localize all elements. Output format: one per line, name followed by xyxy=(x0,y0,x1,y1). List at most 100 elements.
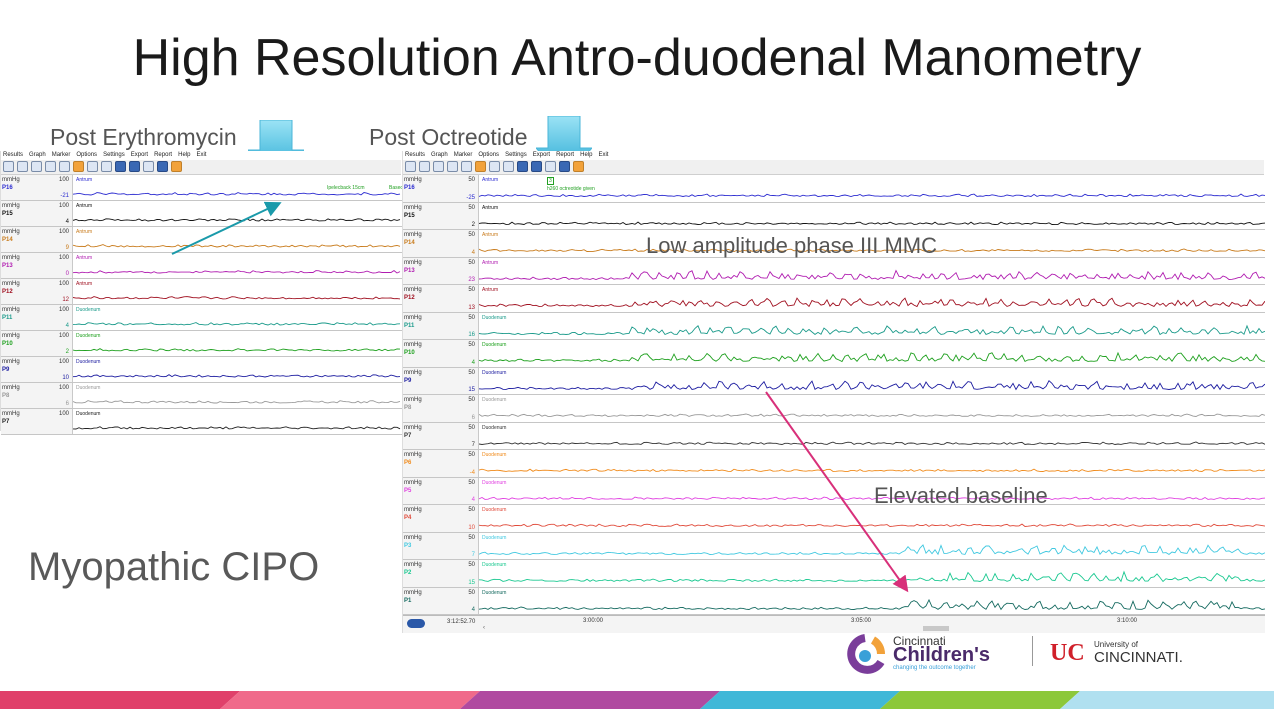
channel-name: P14 xyxy=(2,237,13,243)
chart-icon[interactable] xyxy=(531,161,542,172)
channel-row: mmHg 50 P5 4 Duodenum xyxy=(403,477,1265,505)
menu-settings[interactable]: Settings xyxy=(505,152,527,158)
pressure-trace xyxy=(479,413,1265,417)
report-icon[interactable] xyxy=(503,161,514,172)
channel-max: 50 xyxy=(468,342,475,348)
channel-name: P16 xyxy=(404,185,415,191)
menu-export[interactable]: Export xyxy=(130,152,149,158)
pressure-trace xyxy=(73,296,401,300)
menu-graph[interactable]: Graph xyxy=(29,152,46,158)
zoom-in-icon[interactable] xyxy=(3,161,14,172)
scrollbar-thumb[interactable] xyxy=(923,626,949,631)
pressure-trace xyxy=(479,496,1265,500)
document-icon[interactable] xyxy=(545,161,556,172)
marker-icon[interactable] xyxy=(475,161,486,172)
zoom-in-icon[interactable] xyxy=(405,161,416,172)
unit-label: mmHg xyxy=(404,534,422,541)
analysis-icon[interactable] xyxy=(115,161,126,172)
elevated-baseline-caption: Elevated baseline xyxy=(874,483,1048,508)
channel-label: mmHg 50 P7 7 xyxy=(403,422,479,449)
help-icon[interactable] xyxy=(559,161,570,172)
pressure-trace xyxy=(73,374,401,378)
channel-name: P5 xyxy=(404,487,412,494)
report-icon[interactable] xyxy=(101,161,112,172)
channel-label: mmHg 100 P14 9 xyxy=(1,227,73,252)
edit-icon[interactable] xyxy=(31,161,42,172)
help-icon[interactable] xyxy=(157,161,168,172)
logo-uc-cincinnati: CINCINNATI. xyxy=(1094,649,1183,666)
pressure-trace xyxy=(73,270,401,274)
channel-row: mmHg 50 P10 4 Duodenum xyxy=(403,340,1265,368)
channel-row: mmHg 100 P12 12 Antrum xyxy=(1,279,402,305)
zoom-out-icon[interactable] xyxy=(419,161,430,172)
menu-options[interactable]: Options xyxy=(478,152,500,158)
analysis-icon[interactable] xyxy=(517,161,528,172)
channel-name: P11 xyxy=(404,322,415,329)
channel-name: P9 xyxy=(404,377,412,384)
channel-min: 4 xyxy=(471,249,475,256)
cursor-icon[interactable] xyxy=(447,161,458,172)
slide-title: High Resolution Antro-duodenal Manometry xyxy=(132,29,1142,87)
menu-settings[interactable]: Settings xyxy=(103,152,125,158)
channel-max: 100 xyxy=(58,411,69,417)
channel-max: 50 xyxy=(468,287,475,293)
edit-icon[interactable] xyxy=(433,161,444,172)
table-icon[interactable] xyxy=(489,161,500,172)
channel-row: mmHg 50 P15 2 Antrum xyxy=(403,202,1265,230)
channel-max: 100 xyxy=(58,177,69,183)
unit-label: mmHg xyxy=(404,424,422,431)
channel-label: mmHg 100 P12 12 xyxy=(1,279,73,304)
menu-marker[interactable]: Marker xyxy=(51,152,71,158)
channel-label: mmHg 50 P6 -4 xyxy=(403,450,479,477)
channel-min: 2 xyxy=(65,349,69,355)
channel-name: P11 xyxy=(2,315,13,321)
channel-max: 50 xyxy=(468,369,475,376)
exit-icon[interactable] xyxy=(171,161,182,172)
chart-icon[interactable] xyxy=(129,161,140,172)
menu-graph[interactable]: Graph xyxy=(431,152,448,158)
menu-report[interactable]: Report xyxy=(154,152,173,158)
unit-label: mmHg xyxy=(404,314,422,321)
channel-label: mmHg 50 P16 -25 xyxy=(403,175,479,202)
grid-icon[interactable] xyxy=(461,161,472,172)
menu-results[interactable]: Results xyxy=(405,152,426,158)
channel-row: mmHg 50 P3 7 Duodenum xyxy=(403,532,1265,560)
region-label: Duodenum xyxy=(482,534,507,541)
cursor-icon[interactable] xyxy=(45,161,56,172)
scroll-left-icon[interactable]: ‹ xyxy=(483,625,485,631)
unit-label: mmHg xyxy=(404,232,422,238)
menu-report[interactable]: Report xyxy=(556,152,575,158)
channel-label: mmHg 50 P5 4 xyxy=(403,477,479,504)
exit-icon[interactable] xyxy=(573,161,584,172)
menu-help[interactable]: Help xyxy=(178,152,191,158)
document-icon[interactable] xyxy=(143,161,154,172)
menu-exit[interactable]: Exit xyxy=(598,152,609,158)
region-label: Antrum xyxy=(482,177,499,183)
channel-max: 50 xyxy=(468,452,475,458)
menu-results[interactable]: Results xyxy=(3,152,24,158)
channel-name: P1 xyxy=(404,597,412,604)
left-annotation-1: Ipelecback 15cm xyxy=(327,185,365,191)
zoom-out-icon[interactable] xyxy=(17,161,28,172)
decorative-band xyxy=(0,691,1274,709)
menu-marker[interactable]: Marker xyxy=(453,152,473,158)
left-channel-area: mmHg 100 P16 -21 Antrum mmHg 100 P15 4 Antrum mmHg… xyxy=(1,175,402,435)
channel-row: mmHg 100 P13 0 Antrum xyxy=(1,253,402,279)
menu-export[interactable]: Export xyxy=(532,152,551,158)
region-label: Duodenum xyxy=(76,385,101,391)
menu-exit[interactable]: Exit xyxy=(196,152,207,158)
unit-label: mmHg xyxy=(404,479,422,486)
menu-help[interactable]: Help xyxy=(580,152,593,158)
channel-name: P12 xyxy=(2,289,13,295)
menu-options[interactable]: Options xyxy=(76,152,98,158)
channel-name: P16 xyxy=(2,185,13,191)
table-icon[interactable] xyxy=(87,161,98,172)
octreotide-marker[interactable]: 3 xyxy=(547,177,554,185)
marker-icon[interactable] xyxy=(73,161,84,172)
octreotide-annotation: h260 octreotide given xyxy=(547,186,595,192)
grid-icon[interactable] xyxy=(59,161,70,172)
low-amplitude-caption: Low amplitude phase III MMC xyxy=(646,233,938,258)
region-label: Antrum xyxy=(76,255,93,261)
right-menubar: Results Graph Marker Options Settings Ex… xyxy=(403,151,1264,160)
logo-tagline: changing the outcome together xyxy=(893,665,976,671)
